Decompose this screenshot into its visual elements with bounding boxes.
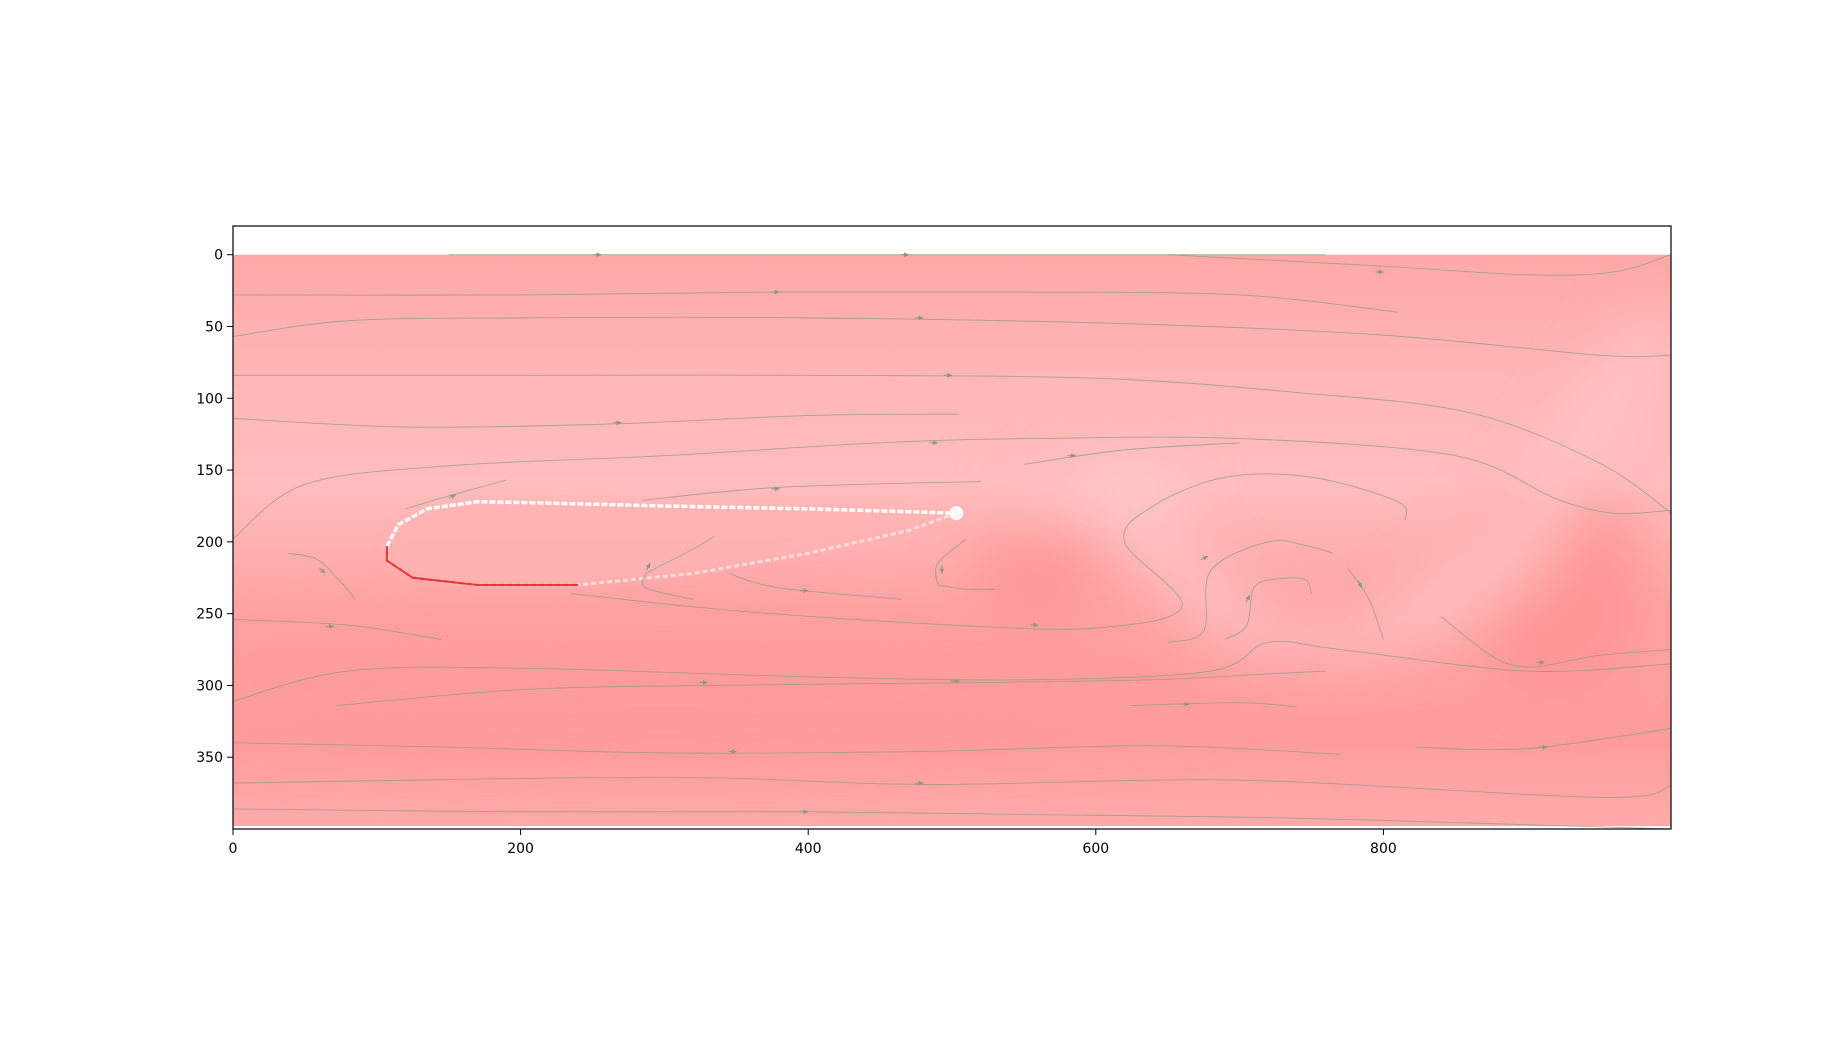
wake-light-spot <box>1088 466 1189 503</box>
y-tick-label-2: 100 <box>196 391 223 407</box>
plot-area: 0 200 400 600 800 0 50 100 150 200 250 300 350 <box>196 225 1672 857</box>
streamline-arrow-13 <box>645 562 651 571</box>
airfoil-leading-edge-red <box>385 546 579 587</box>
x-axis: 0 200 400 600 800 <box>229 829 1397 857</box>
streamline-arrow-10 <box>448 494 457 499</box>
wake-light-band <box>1009 312 1671 659</box>
wake-dark-core-1 <box>968 525 1109 616</box>
airfoil-upper-edge <box>385 499 957 547</box>
streamline-10 <box>642 481 981 501</box>
streamline-22 <box>336 670 1326 706</box>
streamline-13 <box>645 535 715 574</box>
streamline-21 <box>233 640 1671 702</box>
streamline-14 <box>641 573 694 600</box>
streamline-15 <box>728 573 902 600</box>
y-tick-label-4: 200 <box>196 535 223 551</box>
streamline-26 <box>1416 728 1671 751</box>
streamline-18 <box>1224 577 1312 640</box>
streamline-8 <box>287 552 356 600</box>
streamline-28 <box>233 808 1671 829</box>
streamline-arrow-17 <box>1245 594 1251 603</box>
streamline-20 <box>233 618 442 640</box>
x-tick-label-0: 0 <box>229 841 238 857</box>
lower-dark-band <box>233 615 1225 756</box>
streamline-4 <box>233 374 1671 514</box>
trailing-edge-highlight <box>949 506 964 521</box>
x-tick-label-2: 400 <box>795 841 822 857</box>
streamline-7 <box>1023 442 1240 465</box>
streamline-3 <box>233 316 1671 358</box>
y-tick-label-1: 50 <box>205 320 223 336</box>
y-tick-label-7: 350 <box>196 750 223 766</box>
streamline-17 <box>1167 540 1334 643</box>
y-axis: 0 50 100 150 200 250 300 350 <box>196 248 233 766</box>
streamline-25 <box>233 742 1341 755</box>
y-tick-label-0: 0 <box>214 248 223 264</box>
streamline-23 <box>1131 702 1298 708</box>
streamline-12 <box>937 584 996 591</box>
streamline-arrow-18 <box>1357 580 1363 589</box>
streamline-24 <box>1440 616 1671 668</box>
streamline-5 <box>233 413 960 428</box>
airfoil-interior <box>386 501 957 585</box>
y-tick-label-6: 300 <box>196 678 223 694</box>
streamline-19 <box>1347 567 1384 640</box>
flow-field <box>233 254 1671 827</box>
streamline-arrow-16 <box>1200 555 1209 561</box>
axes-frame <box>232 225 1672 830</box>
streamline-9 <box>405 479 507 510</box>
x-tick-label-4: 800 <box>1370 841 1397 857</box>
streamlines-layer <box>233 252 1671 829</box>
streamline-1 <box>1167 254 1671 276</box>
y-tick-label-5: 250 <box>196 607 223 623</box>
streamline-2 <box>233 291 1398 313</box>
streamline-arrow-9 <box>319 567 326 574</box>
x-tick-label-3: 600 <box>1082 841 1109 857</box>
y-tick-label-3: 150 <box>196 463 223 479</box>
streamline-6 <box>233 436 1671 540</box>
streamline-16 <box>570 473 1408 630</box>
streamline-11 <box>935 538 967 585</box>
x-tick-label-1: 200 <box>507 841 534 857</box>
streamline-27 <box>233 776 1671 798</box>
